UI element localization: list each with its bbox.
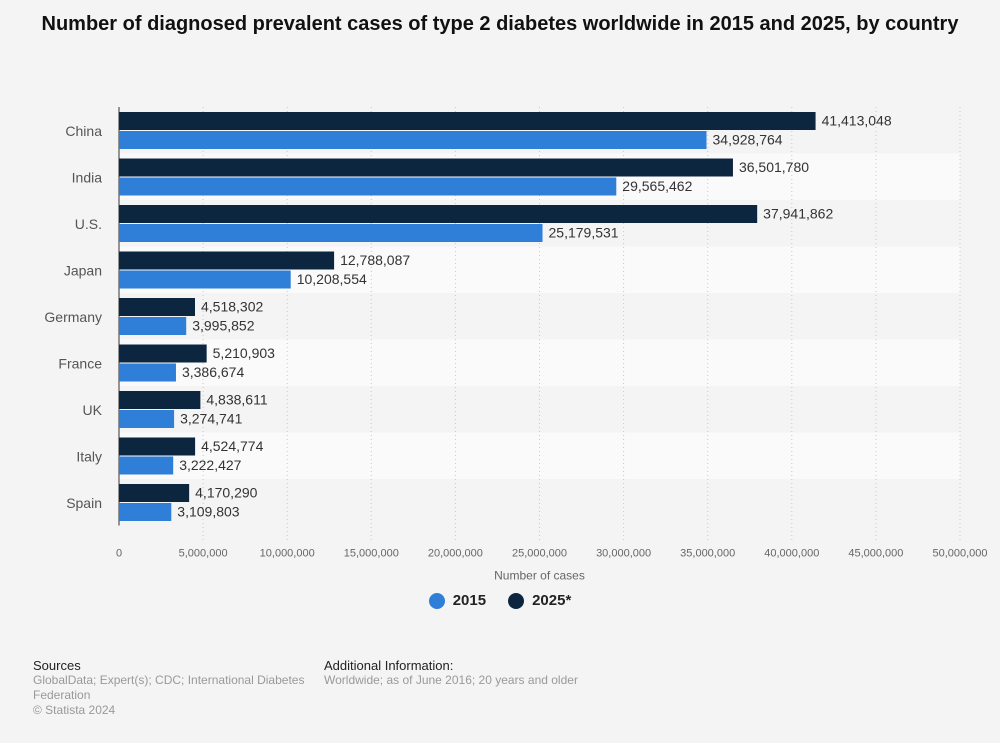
- data-label: 29,565,462: [622, 178, 692, 194]
- bar-2025: [119, 158, 733, 177]
- x-tick-label: 40,000,000: [764, 548, 819, 560]
- category-label: Germany: [44, 309, 102, 325]
- bar-2015: [119, 224, 543, 242]
- legend-swatch-2025: [508, 592, 525, 609]
- data-label: 10,208,554: [297, 271, 367, 287]
- category-label: India: [72, 169, 103, 185]
- legend-swatch-2015: [428, 592, 445, 609]
- category-label: UK: [83, 402, 103, 418]
- legend-label-2015: 2015: [452, 592, 487, 609]
- category-label: Italy: [76, 448, 102, 464]
- data-label: 3,995,852: [192, 318, 254, 334]
- x-tick-label: 10,000,000: [260, 548, 315, 560]
- x-tick-label: 5,000,000: [179, 548, 228, 560]
- bar-2015: [119, 131, 707, 149]
- bar-2025: [119, 437, 196, 456]
- bar-2015: [119, 177, 617, 196]
- chart-title: Number of diagnosed prevalent cases of t…: [41, 13, 959, 35]
- category-label: Spain: [66, 495, 102, 511]
- bar-2015: [119, 317, 187, 335]
- bar-2025: [119, 484, 190, 502]
- additional-info-text: Worldwide; as of June 2016; 20 years and…: [324, 673, 578, 687]
- copyright: © Statista 2024: [33, 703, 116, 717]
- bar-2015: [119, 503, 172, 521]
- data-label: 3,222,427: [179, 457, 241, 473]
- bar-2025: [119, 112, 816, 130]
- bar-chart: China 41,413,048 34,928,764 India 36,501,780…: [44, 107, 988, 583]
- data-label: 36,501,780: [739, 159, 809, 175]
- legend: 2015 2025*: [0, 592, 1000, 609]
- bar-2025: [119, 205, 758, 223]
- bar-2015: [119, 363, 176, 382]
- x-tick-label: 20,000,000: [428, 548, 483, 560]
- bar-2015: [119, 270, 291, 289]
- data-label: 5,210,903: [213, 345, 275, 361]
- data-label: 4,838,611: [206, 392, 267, 408]
- sources-block: Sources GlobalData; Expert(s); CDC; Inte…: [33, 658, 318, 718]
- x-tick-label: 35,000,000: [680, 548, 735, 560]
- bar-2025: [119, 298, 195, 316]
- bar-2025: [119, 391, 201, 409]
- x-tick-label: 25,000,000: [512, 548, 567, 560]
- x-axis-title: Number of cases: [494, 569, 585, 583]
- x-tick-label: 15,000,000: [344, 548, 399, 560]
- category-label: U.S.: [75, 216, 102, 232]
- bar-2015: [119, 410, 175, 428]
- category-label: China: [65, 123, 102, 139]
- data-label: 3,109,803: [177, 504, 239, 520]
- legend-item-2015[interactable]: 2015: [428, 592, 487, 609]
- data-label: 3,274,741: [180, 411, 242, 427]
- x-tick-label: 45,000,000: [848, 548, 903, 560]
- data-label: 4,170,290: [195, 485, 257, 501]
- data-label: 12,788,087: [340, 252, 410, 268]
- additional-info-block: Additional Information: Worldwide; as of…: [324, 658, 724, 688]
- sources-text: GlobalData; Expert(s); CDC; Internationa…: [33, 673, 305, 702]
- category-label: Japan: [64, 262, 102, 278]
- x-tick-label: 0: [116, 548, 122, 560]
- data-label: 4,524,774: [201, 438, 263, 454]
- data-label: 3,386,674: [182, 364, 244, 380]
- data-label: 25,179,531: [549, 225, 619, 241]
- data-label: 37,941,862: [763, 206, 833, 222]
- x-tick-label: 50,000,000: [932, 548, 987, 560]
- data-label: 4,518,302: [201, 299, 263, 315]
- legend-item-2025[interactable]: 2025*: [508, 592, 571, 609]
- bar-2015: [119, 456, 174, 475]
- category-label: France: [58, 355, 102, 371]
- data-label: 34,928,764: [713, 132, 783, 148]
- bar-2025: [119, 344, 207, 363]
- data-label: 41,413,048: [822, 113, 892, 129]
- bar-2025: [119, 251, 335, 270]
- x-tick-label: 30,000,000: [596, 548, 651, 560]
- additional-info-title: Additional Information:: [324, 658, 454, 673]
- sources-title: Sources: [33, 658, 81, 673]
- legend-label-2025: 2025*: [532, 592, 572, 609]
